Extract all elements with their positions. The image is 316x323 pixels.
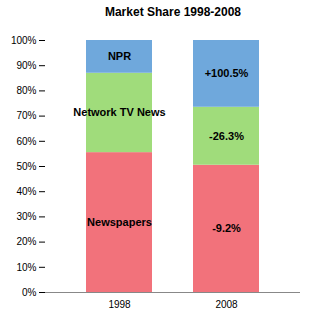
svg-text:+100.5%: +100.5% bbox=[205, 67, 249, 79]
svg-text:-26.3%: -26.3% bbox=[209, 130, 244, 142]
svg-text:50%: 50% bbox=[16, 161, 36, 172]
svg-text:30%: 30% bbox=[16, 211, 36, 222]
html-text:Market Share 1998-2008: Market Share 1998-2008 bbox=[105, 5, 241, 19]
svg-text:70%: 70% bbox=[16, 110, 36, 121]
svg-text:100%: 100% bbox=[11, 35, 37, 46]
svg-text:20%: 20% bbox=[16, 236, 36, 247]
svg-text:NPR: NPR bbox=[108, 50, 131, 62]
svg-text:0%: 0% bbox=[22, 287, 37, 298]
svg-text:80%: 80% bbox=[16, 85, 36, 96]
svg-text:-9.2%: -9.2% bbox=[212, 222, 241, 234]
svg-text:40%: 40% bbox=[16, 186, 36, 197]
svg-text:2008: 2008 bbox=[215, 299, 238, 310]
svg-text:Newspapers: Newspapers bbox=[87, 216, 152, 228]
svg-text:10%: 10% bbox=[16, 262, 36, 273]
svg-text:Network TV News: Network TV News bbox=[73, 106, 165, 118]
svg-text:90%: 90% bbox=[16, 60, 36, 71]
svg-text:1998: 1998 bbox=[108, 299, 131, 310]
svg-text:60%: 60% bbox=[16, 136, 36, 147]
